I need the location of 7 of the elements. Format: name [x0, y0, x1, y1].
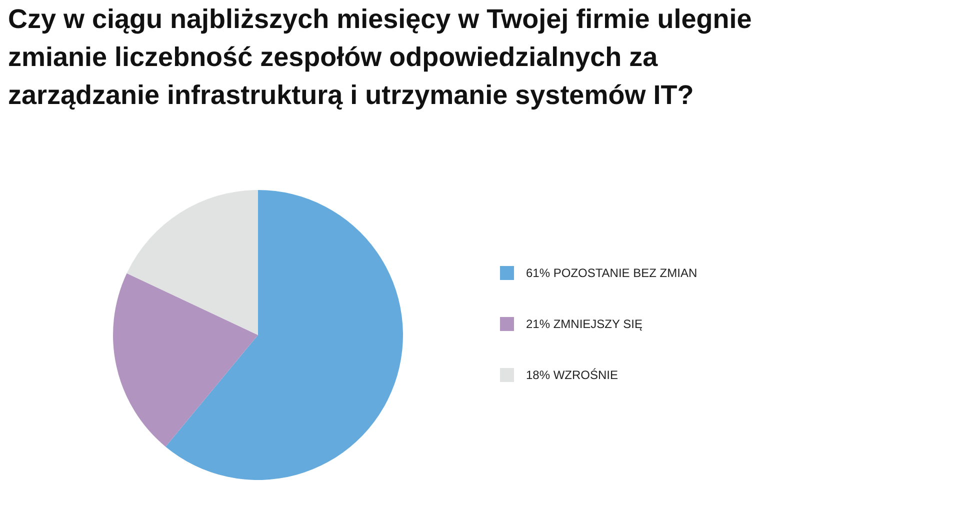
pie-slice — [113, 273, 258, 447]
pie-slice — [166, 190, 403, 480]
legend-label: 18% WZROŚNIE — [526, 368, 618, 382]
chart-title: Czy w ciągu najbliższych miesięcy w Twojej firmie ulegnie zmianie liczebność zespołów odpowiedzialnych za zarządzanie infrastrukturą i utrzymanie systemów IT? — [8, 4, 752, 110]
legend-label: 21% ZMNIEJSZY SIĘ — [526, 317, 642, 331]
legend-label: 61% POZOSTANIE BEZ ZMIAN — [526, 266, 698, 280]
pie-slice — [126, 190, 258, 335]
